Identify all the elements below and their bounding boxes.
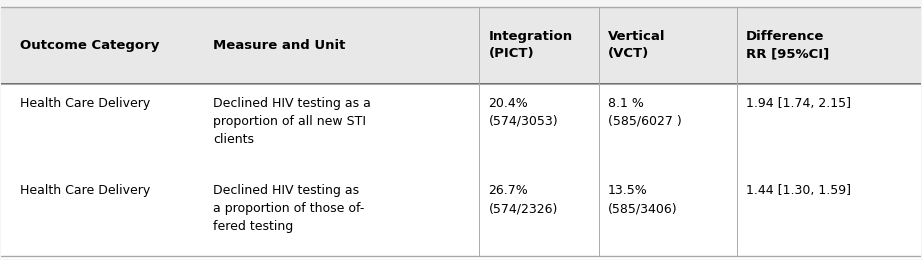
Bar bbox=[2, 171, 920, 259]
Text: Declined HIV testing as a
proportion of all new STI
clients: Declined HIV testing as a proportion of … bbox=[213, 96, 371, 146]
Text: 13.5%
(585/3406): 13.5% (585/3406) bbox=[609, 184, 678, 215]
Text: Outcome Category: Outcome Category bbox=[19, 39, 160, 52]
Bar bbox=[2, 6, 920, 84]
Text: Vertical
(VCT): Vertical (VCT) bbox=[609, 30, 666, 60]
Bar bbox=[2, 84, 920, 171]
Text: Integration
(PICT): Integration (PICT) bbox=[489, 30, 573, 60]
Text: Difference
RR [95%CI]: Difference RR [95%CI] bbox=[746, 30, 829, 60]
Text: Health Care Delivery: Health Care Delivery bbox=[19, 184, 150, 197]
Text: 1.44 [1.30, 1.59]: 1.44 [1.30, 1.59] bbox=[746, 184, 851, 197]
Text: Health Care Delivery: Health Care Delivery bbox=[19, 96, 150, 109]
Text: 20.4%
(574/3053): 20.4% (574/3053) bbox=[489, 96, 558, 128]
Text: Declined HIV testing as
a proportion of those of-
fered testing: Declined HIV testing as a proportion of … bbox=[213, 184, 364, 233]
Text: 1.94 [1.74, 2.15]: 1.94 [1.74, 2.15] bbox=[746, 96, 851, 109]
Text: 26.7%
(574/2326): 26.7% (574/2326) bbox=[489, 184, 558, 215]
Text: Measure and Unit: Measure and Unit bbox=[213, 39, 345, 52]
Text: 8.1 %
(585/6027 ): 8.1 % (585/6027 ) bbox=[609, 96, 682, 128]
